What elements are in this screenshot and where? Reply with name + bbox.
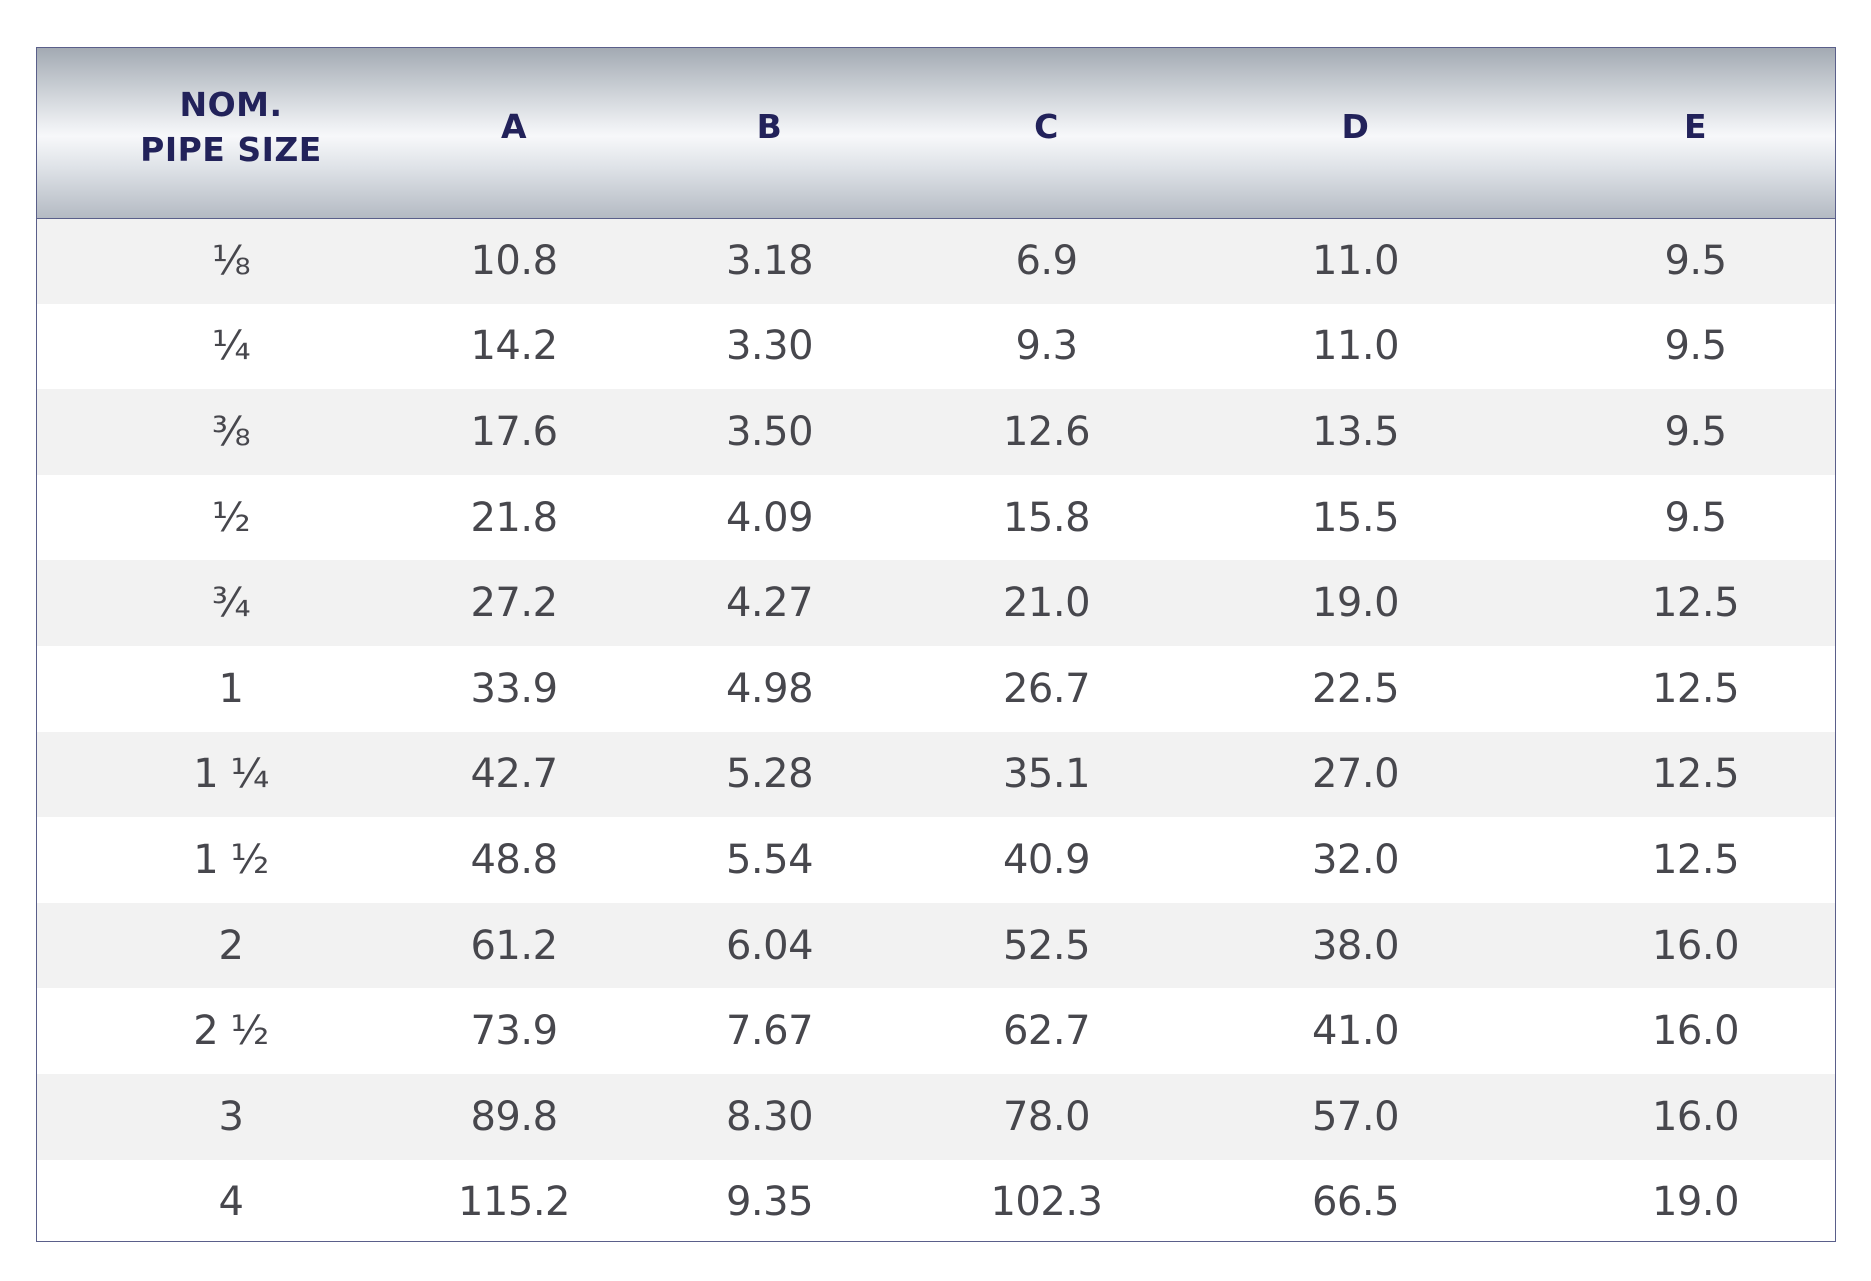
cell-c: 40.9 [1002, 836, 1091, 883]
cell-d: 13.5 [1311, 408, 1400, 455]
cell-size: ½ [211, 494, 251, 541]
header-pipe-size-label: PIPE SIZE [140, 129, 322, 169]
cell-c: 52.5 [1002, 922, 1091, 969]
cell-b: 8.30 [725, 1093, 814, 1140]
cell-b: 4.27 [725, 580, 814, 627]
cell-a: 27.2 [470, 580, 558, 627]
cell-size: 3 [218, 1093, 244, 1140]
table-row: 4 115.2 9.35 102.3 66.5 19.0 [37, 1159, 1835, 1241]
cell-b: 7.67 [725, 1008, 814, 1055]
table-row: 1 33.9 4.98 26.7 22.5 12.5 [37, 645, 1835, 732]
header-a: A [425, 48, 603, 219]
cell-e: 19.0 [1651, 1179, 1740, 1226]
cell-e: 12.5 [1651, 665, 1740, 712]
cell-size: ¾ [211, 580, 251, 627]
cell-b: 5.28 [725, 751, 814, 798]
cell-size: ⅜ [211, 408, 251, 455]
cell-size: 2 ½ [193, 1008, 269, 1055]
cell-c: 35.1 [1002, 751, 1091, 798]
cell-a: 73.9 [470, 1008, 558, 1055]
cell-c: 78.0 [1002, 1093, 1091, 1140]
table-body: ⅛ 10.8 3.18 6.9 11.0 9.5 ¼ 14.2 3.30 9.3… [37, 218, 1835, 1241]
cell-d: 15.5 [1311, 494, 1400, 541]
table-row: ⅛ 10.8 3.18 6.9 11.0 9.5 [37, 218, 1835, 304]
cell-size: 1 ¼ [193, 751, 269, 798]
cell-c: 15.8 [1002, 494, 1091, 541]
table-row: ¼ 14.2 3.30 9.3 11.0 9.5 [37, 303, 1835, 390]
header-nom-pipe-size: NOM. PIPE SIZE [37, 48, 425, 219]
table-row: ½ 21.8 4.09 15.8 15.5 9.5 [37, 474, 1835, 561]
cell-size: 4 [218, 1179, 244, 1226]
cell-size: ⅛ [211, 238, 251, 285]
cell-d: 57.0 [1311, 1093, 1400, 1140]
cell-size: 1 [218, 665, 244, 712]
cell-b: 3.18 [725, 238, 814, 285]
cell-d: 32.0 [1311, 836, 1400, 883]
cell-b: 9.35 [725, 1179, 814, 1226]
cell-b: 5.54 [725, 836, 814, 883]
header-b: B [603, 48, 936, 219]
cell-c: 102.3 [990, 1179, 1103, 1226]
cell-d: 11.0 [1311, 323, 1400, 370]
cell-d: 19.0 [1311, 580, 1400, 627]
header-row: NOM. PIPE SIZE A B C D E [37, 48, 1835, 219]
cell-e: 9.5 [1664, 238, 1727, 285]
header-d: D [1157, 48, 1554, 219]
cell-a: 14.2 [470, 323, 558, 370]
cell-e: 12.5 [1651, 751, 1740, 798]
table-row: 1 ¼ 42.7 5.28 35.1 27.0 12.5 [37, 731, 1835, 818]
cell-e: 12.5 [1651, 580, 1740, 627]
cell-a: 48.8 [470, 836, 558, 883]
cell-e: 16.0 [1651, 922, 1740, 969]
table-row: ¾ 27.2 4.27 21.0 19.0 12.5 [37, 560, 1835, 646]
table-row: 1 ½ 48.8 5.54 40.9 32.0 12.5 [37, 817, 1835, 903]
cell-e: 16.0 [1651, 1093, 1740, 1140]
pipe-size-table-frame: NOM. PIPE SIZE A B C D E ⅛ 10.8 3.18 6.9… [36, 47, 1836, 1242]
cell-a: 61.2 [470, 922, 558, 969]
cell-b: 4.09 [725, 494, 814, 541]
cell-a: 21.8 [470, 494, 558, 541]
cell-c: 21.0 [1002, 580, 1091, 627]
cell-b: 6.04 [725, 922, 814, 969]
table-row: 2 ½ 73.9 7.67 62.7 41.0 16.0 [37, 988, 1835, 1074]
cell-size: 1 ½ [193, 836, 269, 883]
cell-b: 3.30 [725, 323, 814, 370]
cell-a: 17.6 [470, 408, 558, 455]
cell-c: 26.7 [1002, 665, 1091, 712]
cell-e: 9.5 [1664, 408, 1727, 455]
cell-a: 10.8 [470, 238, 558, 285]
cell-d: 38.0 [1311, 922, 1400, 969]
table-row: 3 89.8 8.30 78.0 57.0 16.0 [37, 1073, 1835, 1160]
cell-a: 33.9 [470, 665, 558, 712]
cell-c: 12.6 [1002, 408, 1091, 455]
cell-e: 9.5 [1664, 323, 1727, 370]
cell-d: 22.5 [1311, 665, 1400, 712]
pipe-size-table: NOM. PIPE SIZE A B C D E ⅛ 10.8 3.18 6.9… [37, 48, 1835, 1241]
cell-size: ¼ [211, 323, 251, 370]
cell-d: 11.0 [1311, 238, 1400, 285]
table-header: NOM. PIPE SIZE A B C D E [37, 48, 1835, 219]
cell-a: 89.8 [470, 1093, 558, 1140]
cell-d: 41.0 [1311, 1008, 1400, 1055]
cell-b: 4.98 [725, 665, 814, 712]
header-e: E [1554, 48, 1835, 219]
cell-d: 66.5 [1311, 1179, 1400, 1226]
cell-c: 9.3 [1015, 323, 1078, 370]
table-row: ⅜ 17.6 3.50 12.6 13.5 9.5 [37, 389, 1835, 475]
cell-e: 16.0 [1651, 1008, 1740, 1055]
cell-c: 6.9 [1015, 238, 1078, 285]
cell-e: 9.5 [1664, 494, 1727, 541]
cell-size: 2 [218, 922, 244, 969]
cell-a: 115.2 [457, 1179, 571, 1226]
cell-d: 27.0 [1311, 751, 1400, 798]
table-row: 2 61.2 6.04 52.5 38.0 16.0 [37, 902, 1835, 989]
header-nom-label: NOM. [179, 84, 283, 124]
header-c: C [936, 48, 1157, 219]
cell-a: 42.7 [470, 751, 558, 798]
cell-c: 62.7 [1002, 1008, 1091, 1055]
cell-b: 3.50 [725, 408, 814, 455]
cell-e: 12.5 [1651, 836, 1740, 883]
